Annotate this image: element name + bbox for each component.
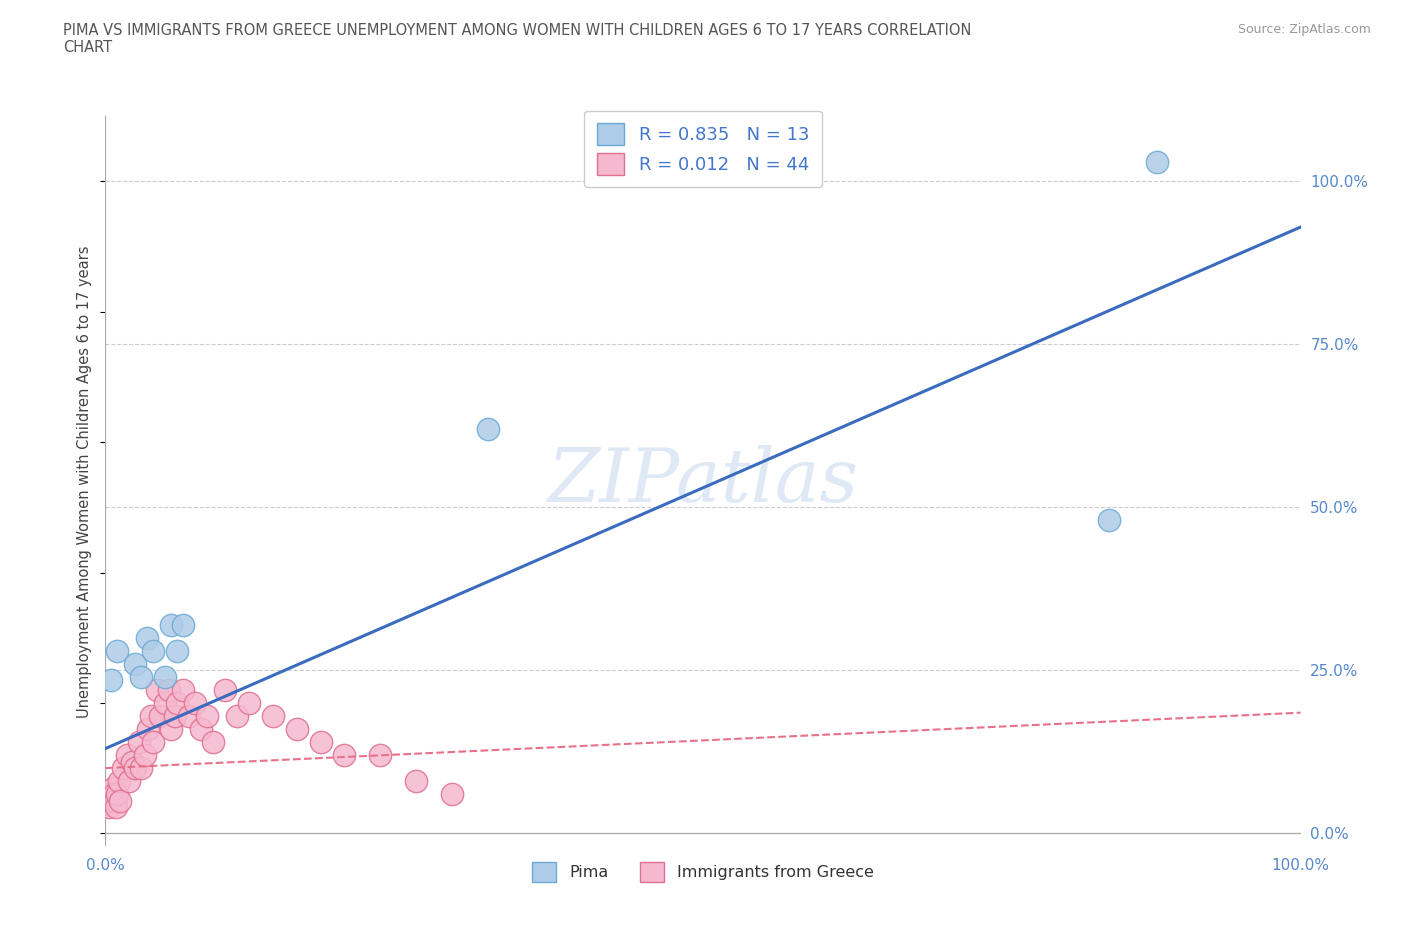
Point xyxy=(166,644,188,658)
Point xyxy=(262,709,284,724)
Y-axis label: Unemployment Among Women with Children Ages 6 to 17 years: Unemployment Among Women with Children A… xyxy=(77,245,93,718)
Point xyxy=(163,709,186,724)
Point xyxy=(440,787,463,802)
Point xyxy=(214,683,236,698)
Point xyxy=(138,722,160,737)
Point xyxy=(108,793,131,808)
Point xyxy=(101,780,124,795)
Legend: Pima, Immigrants from Greece: Pima, Immigrants from Greece xyxy=(522,851,884,893)
Point xyxy=(172,618,194,632)
Point xyxy=(405,774,427,789)
Point xyxy=(107,774,129,789)
Point xyxy=(153,670,177,684)
Text: PIMA VS IMMIGRANTS FROM GREECE UNEMPLOYMENT AMONG WOMEN WITH CHILDREN AGES 6 TO : PIMA VS IMMIGRANTS FROM GREECE UNEMPLOYM… xyxy=(63,23,972,38)
Point xyxy=(105,800,128,815)
Point xyxy=(134,748,156,763)
Point xyxy=(136,631,159,645)
Point xyxy=(118,774,141,789)
Point xyxy=(157,683,180,698)
Point xyxy=(190,722,212,737)
Point xyxy=(238,696,260,711)
Point xyxy=(1146,154,1168,169)
Point xyxy=(129,670,153,684)
Point xyxy=(166,696,188,711)
Point xyxy=(128,735,150,750)
Point xyxy=(115,748,138,763)
Point xyxy=(333,748,356,763)
Point xyxy=(98,787,121,802)
Point xyxy=(100,793,122,808)
Point xyxy=(202,735,225,750)
Point xyxy=(172,683,194,698)
Text: Source: ZipAtlas.com: Source: ZipAtlas.com xyxy=(1237,23,1371,36)
Point xyxy=(146,683,169,698)
Point xyxy=(1098,513,1121,528)
Point xyxy=(124,657,146,671)
Point xyxy=(124,761,146,776)
Point xyxy=(309,735,332,750)
Point xyxy=(177,709,201,724)
Point xyxy=(160,722,183,737)
Point xyxy=(104,793,127,808)
Text: CHART: CHART xyxy=(63,40,112,55)
Point xyxy=(121,754,143,769)
Point xyxy=(160,618,183,632)
Point xyxy=(225,709,249,724)
Point xyxy=(129,761,153,776)
Point xyxy=(142,735,165,750)
Point xyxy=(112,761,135,776)
Point xyxy=(477,421,499,436)
Point xyxy=(103,787,125,802)
Point xyxy=(98,800,121,815)
Point xyxy=(139,709,162,724)
Point xyxy=(107,644,129,658)
Point xyxy=(142,644,165,658)
Point xyxy=(153,696,177,711)
Point xyxy=(368,748,391,763)
Point xyxy=(149,709,172,724)
Point xyxy=(195,709,218,724)
Text: ZIPatlas: ZIPatlas xyxy=(547,445,859,517)
Point xyxy=(100,672,122,687)
Point xyxy=(184,696,207,711)
Point xyxy=(285,722,308,737)
Point xyxy=(107,787,129,802)
